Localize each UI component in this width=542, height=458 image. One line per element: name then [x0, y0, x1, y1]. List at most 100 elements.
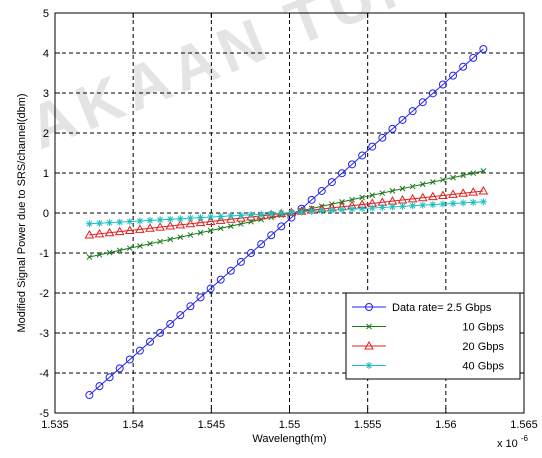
- x-tick-label: 1.56: [435, 419, 456, 431]
- data-point: [225, 214, 236, 223]
- data-point: [175, 219, 186, 229]
- data-point: [135, 224, 145, 233]
- data-point: [146, 216, 154, 224]
- x-tick-label: 1.565: [510, 419, 538, 431]
- data-point: [460, 172, 467, 179]
- series-layer: [84, 45, 489, 399]
- data-point: [479, 198, 487, 206]
- data-point: [379, 190, 386, 196]
- data-point: [167, 236, 174, 243]
- data-point: [378, 203, 386, 211]
- data-point: [439, 200, 447, 208]
- y-axis-label: Modified Signal Power due to SRS/channel…: [16, 93, 28, 332]
- data-point: [165, 220, 176, 230]
- data-point: [479, 45, 488, 53]
- data-point: [205, 216, 216, 225]
- y-tick-label: -4: [39, 368, 49, 380]
- data-point: [217, 212, 225, 220]
- data-point: [96, 251, 103, 258]
- data-point: [298, 208, 306, 216]
- series-line: [89, 48, 484, 396]
- data-point: [267, 210, 275, 218]
- y-tick-label: 5: [43, 8, 49, 20]
- data-point: [177, 234, 184, 241]
- data-point: [458, 188, 469, 197]
- data-point: [409, 183, 416, 190]
- grid: [55, 13, 524, 413]
- data-point: [338, 206, 346, 214]
- legend-marker: [364, 340, 374, 350]
- data-point: [126, 218, 134, 226]
- data-point: [480, 168, 487, 174]
- data-point: [85, 391, 94, 399]
- data-point: [408, 107, 417, 116]
- x-axis-multiplier-exponent: -6: [521, 434, 529, 443]
- data-point: [185, 218, 196, 228]
- legend-marker: [365, 303, 373, 311]
- data-point: [258, 216, 264, 223]
- data-point: [328, 206, 336, 214]
- data-point: [197, 214, 205, 222]
- data-point: [469, 53, 478, 62]
- series-0: [85, 45, 488, 399]
- data-point: [94, 228, 105, 238]
- y-tick-label: 1: [43, 168, 49, 180]
- data-point: [257, 210, 265, 218]
- x-axis-multiplier: x 10 -6: [497, 434, 529, 450]
- data-point: [388, 124, 397, 133]
- y-tick-label: 2: [43, 128, 49, 140]
- data-point: [186, 214, 194, 222]
- data-point: [206, 284, 215, 293]
- data-point: [450, 174, 456, 181]
- ticks: 1.535 1.54 1.545 1.55 1.555 1.56 1.565 -5 -4 -3 -2…: [39, 8, 538, 431]
- data-point: [428, 89, 437, 98]
- data-point: [277, 222, 286, 231]
- data-point: [470, 170, 477, 177]
- data-point: [186, 302, 195, 311]
- data-point: [155, 222, 165, 231]
- legend-label: Data rate= 2.5 Gbps: [392, 302, 492, 314]
- data-point: [388, 203, 396, 211]
- x-axis-label: Wavelength(m): [252, 433, 326, 445]
- data-point: [389, 187, 396, 194]
- data-point: [348, 205, 356, 213]
- data-point: [256, 210, 266, 220]
- data-point: [237, 211, 245, 219]
- data-point: [369, 192, 376, 199]
- data-point: [440, 176, 446, 183]
- data-point: [449, 71, 458, 80]
- legend-label: 10 Gbps: [462, 322, 504, 334]
- series-line: [89, 201, 484, 225]
- y-tick-label: -2: [39, 288, 49, 300]
- data-point: [156, 328, 165, 337]
- data-point: [478, 185, 489, 195]
- data-point: [195, 217, 206, 227]
- data-point: [267, 231, 276, 240]
- series-line: [89, 170, 484, 258]
- data-point: [166, 320, 175, 329]
- y-tick-label: 0: [43, 208, 49, 220]
- y-tick-label: -1: [39, 248, 49, 260]
- data-point: [86, 254, 93, 260]
- y-tick-label: -5: [39, 408, 49, 420]
- y-tick-label: 4: [43, 48, 49, 60]
- data-point: [215, 215, 226, 224]
- data-point: [236, 257, 245, 266]
- data-point: [226, 266, 235, 275]
- data-point: [106, 219, 114, 227]
- data-point: [438, 190, 448, 200]
- legend-label: 40 Gbps: [462, 361, 504, 373]
- data-point: [468, 187, 479, 196]
- data-point: [418, 98, 427, 107]
- data-point: [85, 220, 93, 228]
- data-point: [114, 226, 125, 236]
- x-tick-label: 1.54: [122, 419, 143, 431]
- data-point: [95, 382, 104, 391]
- x-tick-label: 1.555: [354, 419, 382, 431]
- data-point: [217, 225, 224, 232]
- data-point: [126, 245, 133, 252]
- data-point: [137, 243, 143, 249]
- x-tick-label: 1.535: [41, 419, 69, 431]
- data-point: [207, 213, 215, 221]
- data-point: [197, 229, 204, 236]
